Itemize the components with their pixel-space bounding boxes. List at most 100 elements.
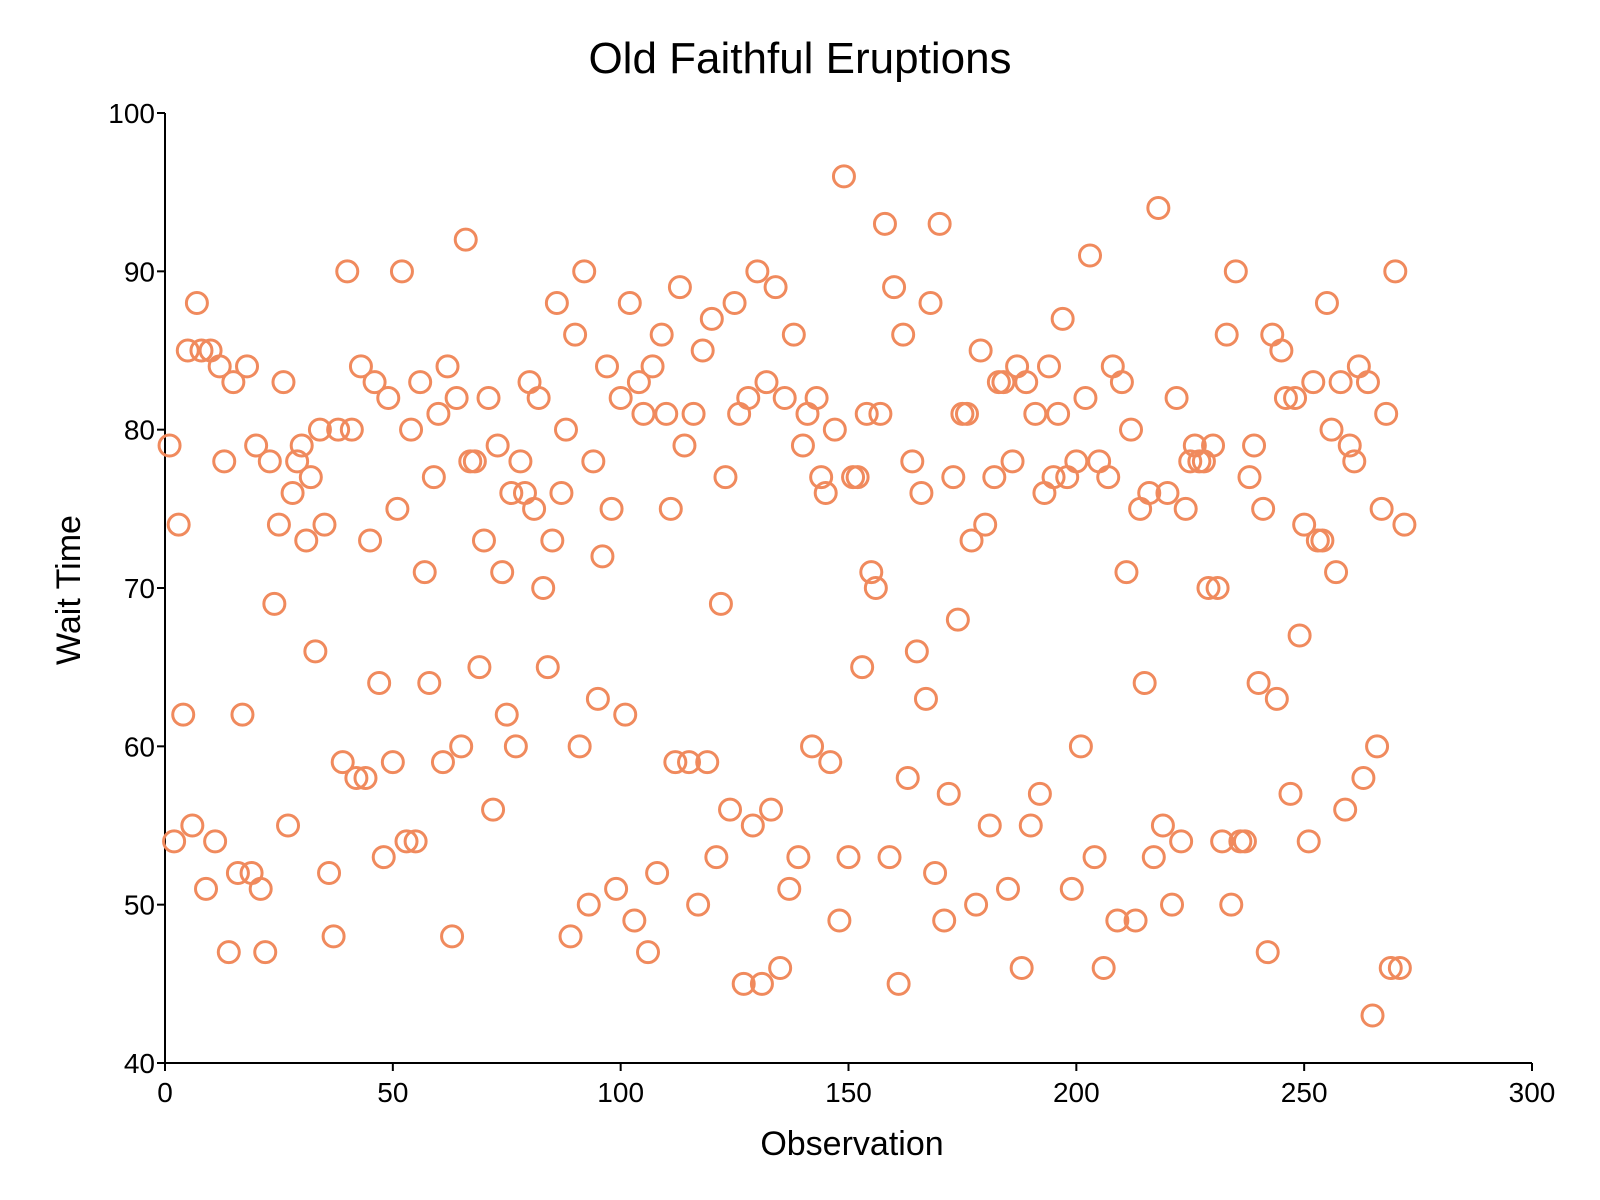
x-tick-label: 0 — [157, 1077, 173, 1108]
data-point — [1073, 386, 1098, 410]
data-point — [1205, 576, 1230, 600]
data-point — [759, 797, 784, 822]
data-point — [162, 829, 187, 854]
data-point — [649, 322, 674, 347]
data-point — [1036, 354, 1061, 379]
data-point — [663, 750, 688, 775]
data-point — [1314, 291, 1339, 315]
data-point — [927, 211, 952, 236]
x-tick-label: 100 — [597, 1077, 644, 1108]
data-point — [809, 465, 834, 490]
data-point — [936, 781, 961, 806]
data-point — [171, 702, 196, 727]
data-point — [353, 766, 378, 790]
data-point — [1087, 449, 1112, 474]
data-point — [576, 892, 601, 917]
data-point — [645, 861, 670, 885]
data-point — [376, 386, 401, 410]
data-point — [540, 528, 565, 553]
data-point — [1164, 386, 1189, 410]
data-point — [695, 750, 720, 775]
data-point — [526, 386, 551, 410]
data-point — [713, 465, 738, 490]
data-point — [298, 465, 323, 490]
data-point — [503, 734, 528, 759]
data-point — [1269, 338, 1294, 363]
data-point — [1078, 243, 1103, 268]
data-point — [276, 813, 301, 838]
data-point — [763, 275, 788, 300]
data-point — [1296, 829, 1321, 854]
data-point — [271, 370, 296, 395]
data-point — [230, 702, 255, 727]
data-point — [672, 433, 697, 458]
data-point — [1000, 449, 1025, 474]
data-point — [317, 861, 342, 885]
data-point — [626, 370, 651, 395]
data-point — [294, 528, 319, 553]
data-point — [872, 211, 897, 236]
data-point — [845, 465, 870, 490]
data-point — [1232, 829, 1257, 854]
data-point — [636, 940, 661, 965]
data-point — [321, 924, 346, 949]
data-point — [248, 876, 273, 901]
data-point — [658, 496, 683, 521]
data-point — [786, 845, 811, 870]
data-point — [467, 655, 492, 680]
data-point — [339, 417, 364, 442]
data-point — [1064, 449, 1089, 474]
data-point — [1287, 623, 1312, 648]
data-point — [1273, 386, 1298, 410]
data-point — [394, 829, 419, 854]
data-point — [1319, 417, 1344, 442]
data-point — [991, 370, 1016, 395]
data-point — [194, 876, 219, 901]
data-point — [1237, 465, 1262, 490]
data-point — [718, 797, 743, 822]
data-point — [1137, 481, 1162, 505]
data-point — [1310, 528, 1335, 553]
data-point — [1178, 449, 1203, 474]
data-point — [749, 971, 774, 996]
x-axis-label: Observation — [760, 1125, 943, 1163]
data-point — [1255, 940, 1280, 965]
data-point — [212, 449, 237, 474]
data-point — [408, 370, 433, 395]
data-point — [285, 449, 310, 474]
x-tick-label: 150 — [825, 1077, 872, 1108]
data-point — [531, 576, 556, 600]
data-point — [1278, 781, 1303, 806]
data-point — [462, 449, 487, 474]
data-point — [444, 386, 469, 410]
data-point — [932, 908, 957, 933]
data-point — [522, 496, 547, 521]
data-point — [572, 259, 597, 284]
data-point — [499, 481, 524, 505]
x-tick-label: 250 — [1281, 1077, 1328, 1108]
data-point — [968, 338, 993, 363]
data-point — [1068, 734, 1093, 759]
data-point — [385, 496, 410, 521]
data-point — [854, 401, 879, 426]
data-point — [166, 512, 191, 537]
data-point — [1132, 671, 1157, 695]
data-point — [471, 528, 496, 553]
data-point — [1292, 512, 1317, 537]
data-point — [1119, 417, 1144, 442]
data-point — [654, 401, 679, 426]
data-point — [1091, 956, 1116, 980]
data-point — [886, 971, 911, 996]
data-point — [1055, 465, 1080, 490]
data-point — [804, 386, 829, 410]
data-point — [617, 291, 642, 315]
data-point — [1032, 481, 1057, 505]
data-point — [790, 433, 815, 458]
data-point — [517, 370, 542, 395]
data-point — [1219, 892, 1244, 917]
data-point — [1196, 576, 1221, 600]
data-point — [1173, 496, 1198, 521]
data-point — [745, 259, 770, 284]
